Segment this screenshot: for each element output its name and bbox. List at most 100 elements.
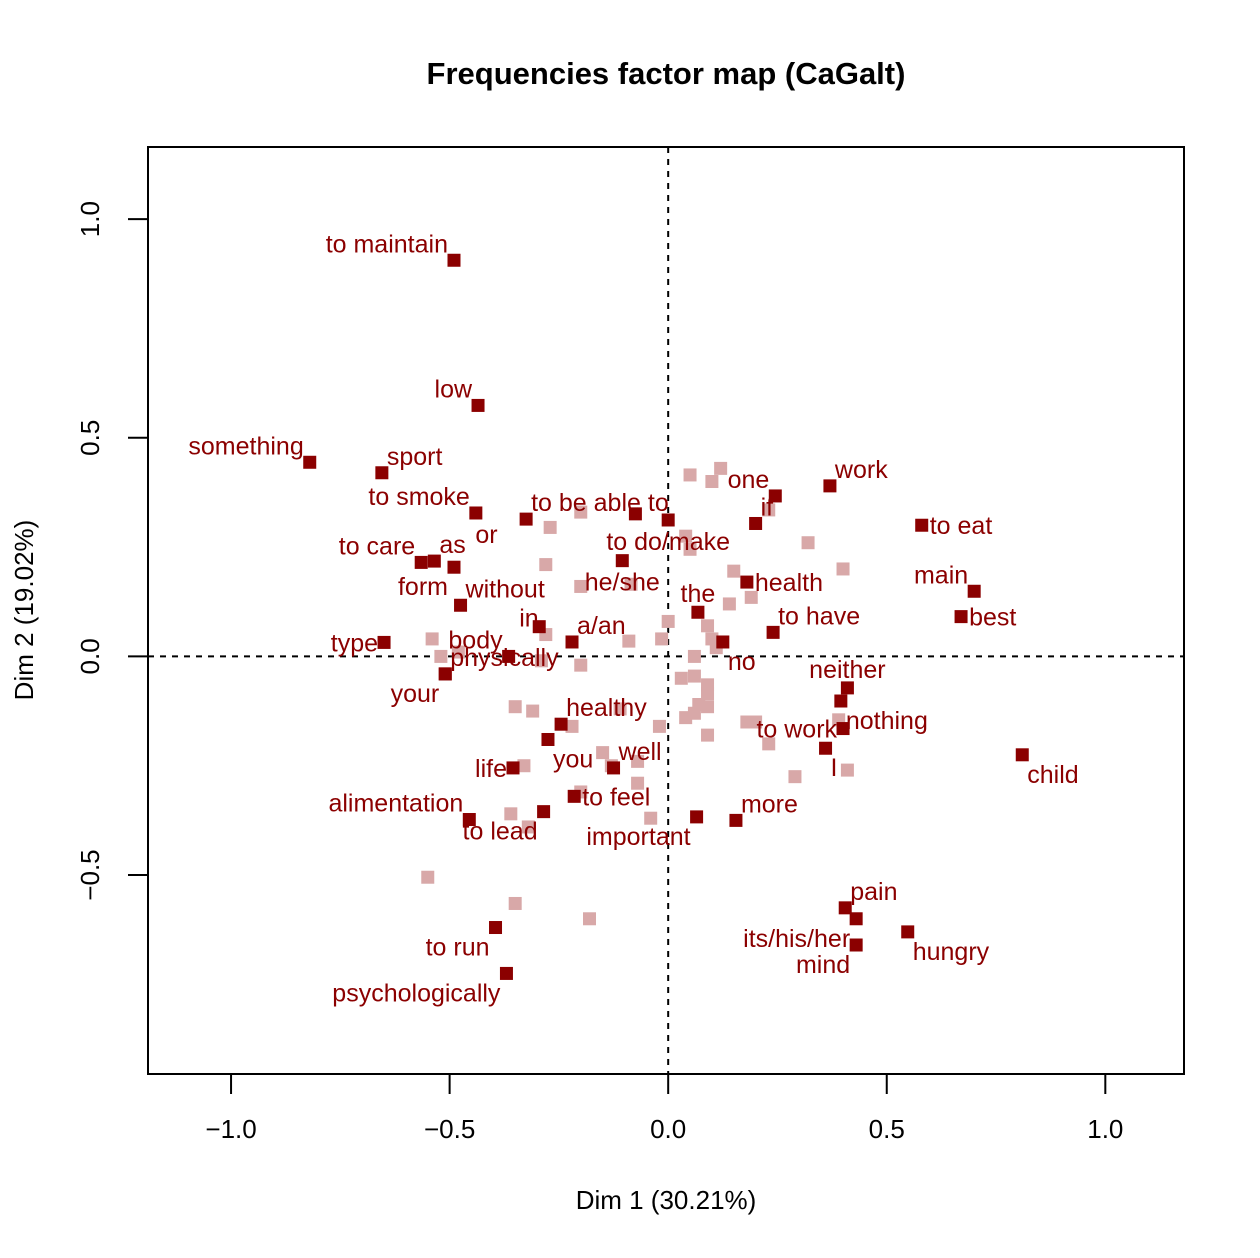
faded-point — [683, 542, 697, 556]
point-label: without — [465, 575, 545, 603]
y-tick-label: 1.0 — [75, 201, 105, 237]
data-point — [691, 605, 705, 619]
point-label: to maintain — [326, 230, 448, 258]
plot-border — [147, 146, 1185, 1075]
data-point — [471, 398, 485, 412]
point-label: one — [728, 466, 770, 494]
point-label: something — [188, 432, 303, 460]
data-point — [661, 513, 675, 527]
data-point — [541, 732, 555, 746]
faded-point — [504, 807, 518, 821]
x-tick-label: 0.0 — [650, 1114, 686, 1144]
point-label: more — [741, 790, 798, 818]
faded-point — [631, 776, 645, 790]
faded-point — [762, 737, 776, 751]
faded-point — [534, 654, 548, 668]
point-label: mind — [796, 951, 850, 979]
point-label: to care — [339, 532, 415, 560]
data-point — [849, 938, 863, 952]
data-point — [838, 901, 852, 915]
faded-point — [762, 503, 776, 517]
faded-point — [701, 728, 715, 742]
faded-point — [539, 558, 553, 572]
point-label: type — [331, 629, 378, 657]
x-tick-label: −1.0 — [205, 1114, 256, 1144]
point-label: work — [834, 456, 888, 484]
faded-point — [683, 468, 697, 482]
data-point — [567, 789, 581, 803]
point-label: as — [439, 531, 465, 559]
data-point — [532, 620, 546, 634]
x-tick-label: 0.5 — [869, 1114, 905, 1144]
point-label: to smoke — [368, 483, 469, 511]
point-label: to work — [756, 716, 837, 744]
data-point — [1015, 748, 1029, 762]
point-label: nothing — [846, 707, 928, 735]
point-label: to have — [778, 602, 860, 630]
point-label: best — [969, 604, 1016, 632]
point-label: main — [914, 561, 968, 589]
point-label: healthy — [566, 694, 647, 722]
data-point — [607, 761, 621, 775]
y-tick-label: −0.5 — [75, 849, 105, 900]
point-label: alimentation — [328, 790, 463, 818]
faded-point — [613, 702, 627, 716]
data-point — [836, 722, 850, 736]
faded-point — [517, 759, 531, 773]
data-point — [414, 555, 428, 569]
faded-point — [526, 704, 540, 718]
faded-point — [674, 671, 688, 685]
point-label: well — [618, 738, 662, 766]
faded-point — [644, 811, 658, 825]
point-label: hungry — [913, 938, 990, 966]
faded-point — [687, 669, 701, 683]
y-tick-label: 0.0 — [75, 638, 105, 674]
point-label: a/an — [577, 612, 626, 640]
data-point — [469, 506, 483, 520]
point-label: he/she — [585, 569, 660, 597]
data-point — [427, 554, 441, 568]
faded-point — [508, 700, 522, 714]
point-label: physically — [450, 644, 559, 672]
faded-point — [652, 719, 666, 733]
data-point — [690, 810, 704, 824]
data-point — [967, 584, 981, 598]
point-label: to lead — [463, 818, 538, 846]
point-label: to do/make — [606, 528, 730, 556]
data-point — [438, 667, 452, 681]
data-point — [766, 625, 780, 639]
point-label: your — [391, 680, 440, 708]
data-point — [489, 921, 503, 935]
chart-title: Frequencies factor map (CaGalt) — [427, 56, 906, 91]
faded-point — [788, 770, 802, 784]
faded-point — [574, 579, 588, 593]
point-label: to be able to — [531, 489, 669, 517]
faded-point — [661, 614, 675, 628]
point-label: sport — [387, 443, 443, 471]
data-point — [716, 635, 730, 649]
x-tick-label: 1.0 — [1087, 1114, 1123, 1144]
faded-point — [543, 520, 557, 534]
data-point — [519, 512, 533, 526]
data-point — [615, 554, 629, 568]
point-label: life — [475, 755, 507, 783]
faded-point — [679, 529, 693, 543]
data-point — [749, 516, 763, 530]
faded-point — [722, 597, 736, 611]
data-point — [462, 813, 476, 827]
faded-point — [521, 820, 535, 834]
point-label: to run — [426, 934, 490, 962]
faded-point — [687, 649, 701, 663]
data-point — [834, 694, 848, 708]
faded-point — [565, 719, 579, 733]
faded-point — [434, 649, 448, 663]
faded-point — [425, 632, 439, 646]
point-label: form — [398, 573, 448, 601]
data-point — [377, 635, 391, 649]
data-point — [499, 966, 513, 980]
point-label: or — [475, 521, 497, 549]
point-label: pain — [850, 878, 897, 906]
point-label: body — [448, 626, 503, 654]
faded-point — [679, 711, 693, 725]
faded-point — [624, 577, 638, 591]
